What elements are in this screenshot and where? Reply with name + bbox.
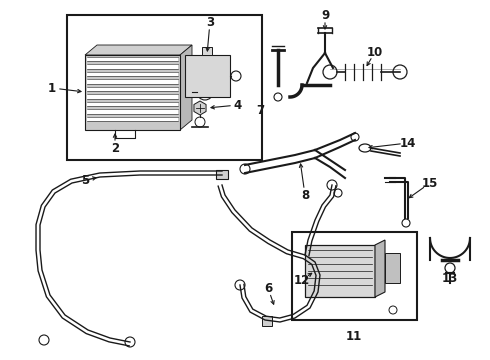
Text: 12: 12 bbox=[294, 274, 310, 287]
Text: 4: 4 bbox=[234, 99, 242, 112]
Polygon shape bbox=[85, 45, 192, 55]
Bar bbox=[216, 170, 228, 179]
Text: 8: 8 bbox=[301, 189, 309, 202]
Circle shape bbox=[240, 164, 250, 174]
Bar bbox=[292, 232, 417, 320]
Bar bbox=[87, 86, 178, 91]
Circle shape bbox=[235, 280, 245, 290]
Circle shape bbox=[323, 65, 337, 79]
Bar bbox=[85, 55, 180, 130]
Bar bbox=[305, 245, 375, 297]
Circle shape bbox=[393, 65, 407, 79]
Bar bbox=[262, 316, 272, 326]
Text: 9: 9 bbox=[321, 9, 329, 22]
Text: 13: 13 bbox=[442, 271, 458, 284]
Circle shape bbox=[402, 219, 410, 227]
Bar bbox=[87, 117, 178, 121]
Circle shape bbox=[389, 306, 397, 314]
Text: 6: 6 bbox=[264, 282, 272, 294]
Text: 11: 11 bbox=[346, 329, 362, 342]
Text: 2: 2 bbox=[111, 141, 119, 154]
Bar bbox=[385, 253, 400, 283]
Polygon shape bbox=[194, 101, 206, 115]
Bar bbox=[87, 94, 178, 99]
Text: 7: 7 bbox=[256, 104, 264, 117]
Text: 1: 1 bbox=[48, 81, 56, 95]
Bar bbox=[87, 64, 178, 68]
Circle shape bbox=[197, 84, 213, 100]
Bar bbox=[87, 72, 178, 76]
Text: 3: 3 bbox=[206, 15, 214, 28]
Circle shape bbox=[334, 189, 342, 197]
Circle shape bbox=[274, 93, 282, 101]
Bar bbox=[87, 57, 178, 61]
Text: 15: 15 bbox=[422, 176, 438, 189]
Circle shape bbox=[39, 335, 49, 345]
Circle shape bbox=[351, 133, 359, 141]
Bar bbox=[67, 15, 262, 160]
Circle shape bbox=[327, 180, 337, 190]
Bar bbox=[202, 47, 212, 55]
Text: 5: 5 bbox=[81, 174, 89, 186]
Circle shape bbox=[445, 263, 455, 273]
Circle shape bbox=[195, 117, 205, 127]
Circle shape bbox=[231, 71, 241, 81]
Circle shape bbox=[125, 337, 135, 347]
Polygon shape bbox=[180, 45, 192, 130]
Bar bbox=[87, 109, 178, 113]
Text: 10: 10 bbox=[367, 45, 383, 59]
Bar bbox=[185, 55, 230, 97]
Text: 14: 14 bbox=[400, 136, 416, 149]
Bar bbox=[87, 102, 178, 106]
Ellipse shape bbox=[359, 144, 371, 152]
Bar bbox=[87, 79, 178, 84]
Polygon shape bbox=[375, 240, 385, 297]
